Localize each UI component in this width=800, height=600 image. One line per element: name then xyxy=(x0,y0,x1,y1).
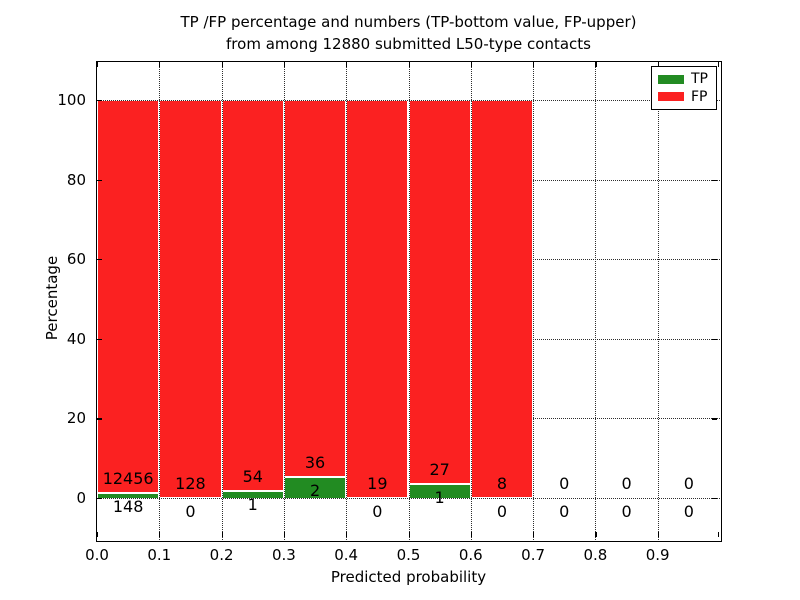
legend-item-tp: TP xyxy=(658,72,710,86)
chart-title: TP /FP percentage and numbers (TP-bottom… xyxy=(97,11,720,55)
y-tick-label: 0 xyxy=(76,489,86,507)
x-tick-label: 0.3 xyxy=(271,546,296,564)
y-tick-mark xyxy=(97,338,102,340)
x-tick-mark xyxy=(595,62,597,67)
y-tick-mark xyxy=(97,100,102,102)
x-tick-label: 0.8 xyxy=(583,546,608,564)
tp-count-annotation: 0 xyxy=(621,502,632,521)
chart-title-line2: from among 12880 submitted L50-type cont… xyxy=(226,35,591,53)
gridline-vertical xyxy=(159,62,161,540)
legend: TP FP xyxy=(651,66,717,110)
fp-legend-label: FP xyxy=(691,88,708,105)
fp-bar xyxy=(470,100,534,498)
x-tick-mark xyxy=(97,532,99,537)
fp-bar xyxy=(159,100,222,498)
y-tick-mark xyxy=(97,498,102,500)
gridline-vertical xyxy=(595,62,597,540)
x-tick-mark xyxy=(97,62,99,67)
x-tick-mark xyxy=(595,532,597,537)
fp-bar xyxy=(283,100,347,478)
x-tick-label: 0.4 xyxy=(334,546,359,564)
y-tick-mark xyxy=(97,259,102,261)
gridline-vertical xyxy=(470,62,472,540)
x-tick-label: 0.6 xyxy=(458,546,483,564)
tp-count-annotation: 2 xyxy=(309,481,321,501)
x-tick-label: 0.5 xyxy=(396,546,421,564)
tp-count-annotation: 1 xyxy=(434,487,445,507)
tp-count-annotation: 0 xyxy=(683,502,694,521)
y-tick-label: 60 xyxy=(66,250,86,269)
tp-count-annotation: 0 xyxy=(559,502,570,521)
tp-count-annotation: 148 xyxy=(112,497,144,517)
x-tick-mark xyxy=(470,532,472,537)
y-tick-label: 20 xyxy=(66,409,86,428)
fp-count-annotation: 27 xyxy=(429,459,450,479)
fp-bar xyxy=(346,100,409,498)
y-tick-mark xyxy=(712,179,717,181)
x-tick-label: 0.2 xyxy=(209,546,234,564)
gridline-vertical xyxy=(346,62,348,540)
x-axis-label: Predicted probability xyxy=(330,568,487,586)
tp-legend-label: TP xyxy=(691,71,708,88)
x-tick-mark xyxy=(408,532,410,537)
gridline-vertical xyxy=(221,62,223,540)
chart-title-line1: TP /FP percentage and numbers (TP-bottom… xyxy=(180,13,637,31)
x-tick-label: 0.7 xyxy=(521,546,546,564)
x-tick-label: 0.0 xyxy=(85,546,109,564)
tp-count-annotation: 0 xyxy=(496,502,508,521)
fp-count-annotation: 54 xyxy=(242,466,263,486)
y-tick-mark xyxy=(712,338,717,340)
gridline-vertical xyxy=(657,62,659,540)
x-tick-mark xyxy=(718,62,720,67)
y-tick-mark xyxy=(97,179,102,181)
x-tick-mark xyxy=(346,532,348,537)
y-tick-label: 100 xyxy=(57,91,86,109)
fp-count-annotation: 19 xyxy=(367,474,388,493)
fp-count-annotation: 128 xyxy=(175,474,206,493)
y-tick-label: 80 xyxy=(66,170,86,189)
fp-count-annotation: 0 xyxy=(621,474,632,493)
x-tick-mark xyxy=(657,62,659,67)
y-tick-mark xyxy=(712,498,717,500)
x-tick-mark xyxy=(221,532,223,537)
y-tick-label: 40 xyxy=(66,329,86,348)
x-tick-mark xyxy=(159,62,161,67)
x-tick-label: 0.1 xyxy=(147,546,172,564)
tp-count-annotation: 0 xyxy=(185,502,196,521)
x-tick-mark xyxy=(533,62,535,67)
x-tick-mark xyxy=(408,62,410,67)
x-tick-mark xyxy=(283,62,286,67)
tp-legend-swatch xyxy=(658,74,684,84)
x-tick-mark xyxy=(159,532,161,537)
fp-count-annotation: 8 xyxy=(496,474,508,493)
gridline-vertical xyxy=(283,62,285,540)
x-tick-mark xyxy=(470,62,472,67)
y-tick-mark xyxy=(712,259,717,261)
y-tick-mark xyxy=(712,418,717,420)
x-tick-mark xyxy=(346,62,348,67)
fp-bar xyxy=(97,100,160,494)
gridline-vertical xyxy=(408,62,410,540)
y-tick-mark xyxy=(97,418,102,420)
tp-count-annotation: 0 xyxy=(372,502,383,521)
plot-area: TP FP 12456 148 128 0 54 1 36 2 19 0 27 1 8 0 0 0 0 0 0 0 xyxy=(96,61,722,542)
tp-count-annotation: 1 xyxy=(247,494,258,514)
tp-bar xyxy=(97,493,160,498)
fp-legend-swatch xyxy=(658,92,684,102)
gridline-vertical xyxy=(533,62,535,540)
x-tick-mark xyxy=(283,532,286,537)
fp-bar xyxy=(408,100,471,484)
fp-count-annotation: 0 xyxy=(559,474,570,493)
fp-count-annotation: 0 xyxy=(683,474,694,493)
x-tick-mark xyxy=(657,532,659,537)
fp-bar xyxy=(221,100,284,491)
x-tick-mark xyxy=(718,532,720,537)
fp-count-annotation: 36 xyxy=(304,453,326,473)
x-tick-mark xyxy=(221,62,223,67)
legend-item-fp: FP xyxy=(658,90,710,104)
x-tick-label: 0.9 xyxy=(645,546,670,564)
x-tick-mark xyxy=(533,532,535,537)
fp-count-annotation: 12456 xyxy=(102,469,154,489)
